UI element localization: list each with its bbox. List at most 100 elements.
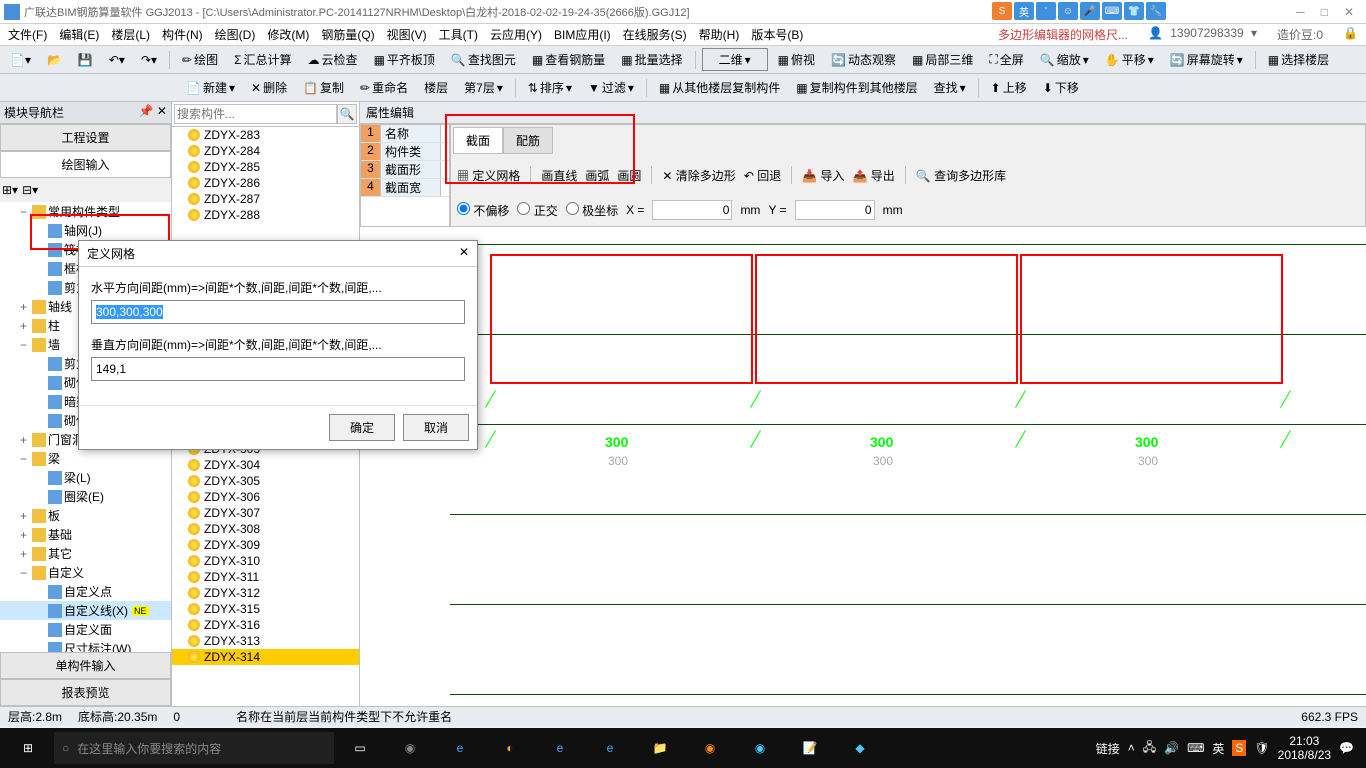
component-item[interactable]: ZDYX-309 [172,537,359,553]
edge2-icon[interactable]: e [536,730,584,766]
local-3d-btn[interactable]: ▦局部三维 [906,49,979,70]
tree-node[interactable]: 自定义线(X)NE [0,601,171,620]
zoom-btn[interactable]: 🔍缩放▾ [1034,49,1095,70]
ime-sogou-icon[interactable]: S [992,2,1012,20]
close-icon[interactable]: ✕ [1344,5,1354,19]
tab-draw-input[interactable]: 绘图输入 [0,151,171,178]
find-btn[interactable]: 查找▾ [928,77,972,98]
view-rebar-btn[interactable]: ▦查看钢筋量 [526,49,611,70]
tray-up-icon[interactable]: ˄ [1128,741,1135,755]
tree-node[interactable]: −常用构件类型 [0,202,171,221]
top-view-btn[interactable]: ▦俯视 [772,49,821,70]
no-offset-radio[interactable]: 不偏移 [457,202,509,219]
define-grid-btn[interactable]: ▦ 定义网格 [457,167,520,184]
menu-component[interactable]: 构件(N) [158,24,207,45]
rotate-btn[interactable]: 🔄屏幕旋转▾ [1164,49,1249,70]
find-elem-btn[interactable]: 🔍查找图元 [445,49,522,70]
component-item[interactable]: ZDYX-308 [172,521,359,537]
filter-btn[interactable]: ▼过滤▾ [582,77,640,98]
start-button[interactable]: ⊞ [4,730,52,766]
component-item[interactable]: ZDYX-311 [172,569,359,585]
sum-btn[interactable]: Σ 汇总计算 [228,49,297,70]
task-view-icon[interactable]: ▭ [336,730,384,766]
tree-node[interactable]: +基础 [0,525,171,544]
notif-icon[interactable]: 💬 [1339,741,1354,755]
menu-modify[interactable]: 修改(M) [263,24,313,45]
component-item[interactable]: ZDYX-307 [172,505,359,521]
y-input[interactable] [795,200,875,220]
component-item[interactable]: ZDYX-305 [172,473,359,489]
floor-dropdown[interactable]: 第7层▾ [458,77,509,98]
tree-node[interactable]: −自定义 [0,563,171,582]
lock-icon[interactable]: 🔒 [1339,24,1362,45]
move-up-btn[interactable]: ⬆上移 [985,77,1033,98]
edge-icon[interactable]: e [436,730,484,766]
save-icon[interactable]: 💾 [72,51,99,69]
draw-arc-btn[interactable]: 画弧 [585,167,609,184]
minimize-icon[interactable]: ─ [1296,5,1305,19]
tree-node[interactable]: −梁 [0,449,171,468]
app-icon-5[interactable]: ◆ [836,730,884,766]
component-item[interactable]: ZDYX-304 [172,457,359,473]
cancel-button[interactable]: 取消 [403,414,469,441]
tray-vol-icon[interactable]: 🔊 [1164,741,1179,755]
dynamic-view-btn[interactable]: 🔄动态观察 [825,49,902,70]
new-component-btn[interactable]: 📄新建▾ [180,77,241,98]
draw-line-btn[interactable]: 画直线 [541,167,577,184]
component-item[interactable]: ZDYX-286 [172,175,359,191]
ie-icon[interactable]: e [586,730,634,766]
x-input[interactable] [652,200,732,220]
tree-node[interactable]: +板 [0,506,171,525]
new-icon[interactable]: 📄▾ [4,51,37,69]
undo-poly-btn[interactable]: ↶ 回退 [744,167,781,184]
menu-version[interactable]: 版本号(B) [747,24,807,45]
component-item[interactable]: ZDYX-310 [172,553,359,569]
2d-dropdown[interactable]: 二维 ▾ [702,48,768,71]
menu-file[interactable]: 文件(F) [4,24,51,45]
menu-bim[interactable]: BIM应用(I) [550,24,615,45]
ime-tool-icon[interactable]: 🔧 [1146,2,1166,20]
property-grid[interactable]: 1名称2构件类3截面形4截面宽 [360,124,450,227]
ortho-radio[interactable]: 正交 [517,202,557,219]
menu-view[interactable]: 视图(V) [383,24,431,45]
move-down-btn[interactable]: ⬇下移 [1037,77,1085,98]
app-icon-3[interactable]: ◉ [736,730,784,766]
menu-rebar[interactable]: 钢筋量(Q) [317,24,378,45]
tab-project-settings[interactable]: 工程设置 [0,124,171,151]
copy-btn[interactable]: 📋复制 [297,77,350,98]
cloud-check-btn[interactable]: ☁云检查 [302,49,364,70]
sort-btn[interactable]: ⇅排序▾ [522,77,578,98]
tab-single-input[interactable]: 单构件输入 [0,652,171,679]
tray-lang[interactable]: 英 [1212,740,1224,757]
search-input[interactable] [174,104,337,124]
search-button[interactable]: 🔍 [337,104,357,124]
tree-node[interactable]: 梁(L) [0,468,171,487]
menu-draw[interactable]: 绘图(D) [211,24,260,45]
export-btn[interactable]: 📤 导出 [853,167,895,184]
tree-node[interactable]: 尺寸标注(W) [0,639,171,652]
h-spacing-input[interactable]: 300,300,300 [91,300,465,324]
rename-btn[interactable]: ✏重命名 [354,77,414,98]
ime-lang-icon[interactable]: 英 [1014,2,1034,20]
tab-section[interactable]: 截面 [453,127,503,154]
v-spacing-input[interactable]: 149,1 [91,357,465,381]
tray-net-icon[interactable]: 🖧 [1143,738,1156,759]
tree-node[interactable]: 轴网(J) [0,221,171,240]
ime-kbd-icon[interactable]: ⌨ [1102,2,1122,20]
draw-circle-btn[interactable]: 画圆 [617,167,641,184]
app-icon-2[interactable]: ◉ [686,730,734,766]
menu-help[interactable]: 帮助(H) [695,24,744,45]
collapse-icon[interactable]: ⊟▾ [22,183,38,197]
menu-floor[interactable]: 楼层(L) [107,24,154,45]
import-btn[interactable]: 📥 导入 [802,167,844,184]
tray-ime-icon[interactable]: ⌨ [1187,741,1204,755]
menu-cloud[interactable]: 云应用(Y) [486,24,546,45]
user-id[interactable]: 👤 13907298339 ▾ [1144,24,1261,45]
prop-row[interactable]: 4截面宽 [361,179,449,197]
tree-node[interactable]: +其它 [0,544,171,563]
fullscreen-btn[interactable]: ⛶全屏 [983,49,1029,70]
component-item[interactable]: ZDYX-288 [172,207,359,223]
redo-icon[interactable]: ↷▾ [135,51,163,69]
app-icon-4[interactable]: 📝 [786,730,834,766]
component-item[interactable]: ZDYX-315 [172,601,359,617]
